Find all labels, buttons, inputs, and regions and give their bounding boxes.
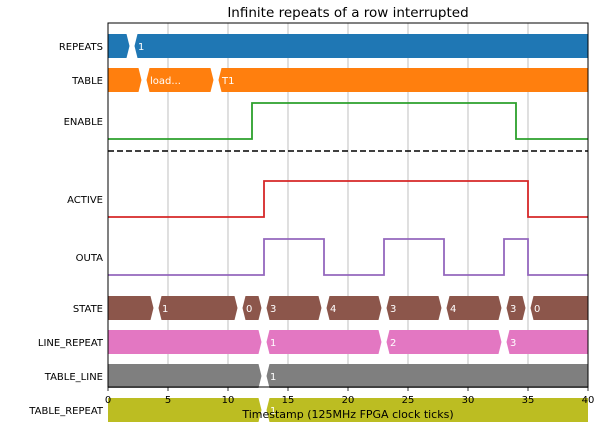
- signal-name-label: REPEATS: [59, 42, 103, 53]
- bus-segment: [146, 68, 214, 92]
- bus-segment: [506, 330, 588, 354]
- x-tick-label: 40: [582, 395, 595, 406]
- bus-segment: [108, 34, 130, 58]
- x-tick-label: 30: [462, 395, 475, 406]
- bus-segment: [108, 68, 142, 92]
- bus-value-label: 3: [510, 304, 516, 315]
- bus-value-label: 2: [390, 338, 396, 349]
- bit-trace: [108, 102, 588, 140]
- signal-name-label: ACTIVE: [67, 195, 103, 206]
- bus-segment: [108, 398, 262, 422]
- signal-name-label: OUTA: [76, 253, 104, 264]
- bus-value-label: 1: [270, 372, 276, 383]
- bus-value-label: 1: [138, 42, 144, 53]
- bus-segment: [446, 296, 502, 320]
- bus-segment: [108, 330, 262, 354]
- bit-trace: [108, 238, 588, 276]
- x-axis-ticks: 0 5 10 15 20 25 30 35 40: [105, 387, 595, 406]
- bus-segment: [242, 296, 262, 320]
- bus-value-label: 1: [162, 304, 168, 315]
- x-tick-label: 20: [342, 395, 355, 406]
- bus-value-label: 4: [450, 304, 456, 315]
- bus-value-label: 0: [246, 304, 252, 315]
- bus-segment: [218, 68, 588, 92]
- bus-value-label: load...: [150, 76, 181, 87]
- x-tick-label: 0: [105, 395, 111, 406]
- bus-segment: [386, 296, 442, 320]
- chart-title: Infinite repeats of a row interrupted: [227, 5, 468, 21]
- bus-value-label: 0: [534, 304, 540, 315]
- bus-segment: [158, 296, 238, 320]
- x-tick-label: 15: [282, 395, 295, 406]
- x-tick-label: 10: [222, 395, 235, 406]
- bus-segment: [108, 296, 154, 320]
- signal-name-label: ENABLE: [64, 117, 103, 128]
- signal-labels: REPEATS TABLE ENABLE ACTIVE OUTA STATE LINE_RE…: [28, 42, 104, 417]
- bus-segment: [266, 330, 382, 354]
- x-axis-label: Timestamp (125MHz FPGA clock ticks): [241, 408, 453, 421]
- bus-value-label: 4: [330, 304, 336, 315]
- bus-segment: [386, 330, 502, 354]
- bus-value-label: 3: [270, 304, 276, 315]
- signal-name-label: STATE: [73, 304, 103, 315]
- x-tick-label: 35: [522, 395, 535, 406]
- bus-value-label: 3: [510, 338, 516, 349]
- bus-value-label: 1: [270, 338, 276, 349]
- signal-name-label: TABLE_LINE: [44, 372, 103, 383]
- bit-trace: [108, 180, 588, 218]
- signal-name-label: TABLE_REPEAT: [28, 406, 104, 417]
- bus-segment: [266, 296, 322, 320]
- bus-value-label: 3: [390, 304, 396, 315]
- bus-segment: [266, 364, 588, 388]
- bus-value-label: T1: [221, 76, 234, 87]
- bus-segment: [530, 296, 588, 320]
- bus-segment: [326, 296, 382, 320]
- bus-segment: [266, 398, 588, 422]
- bus-value-label: 1: [270, 406, 276, 417]
- signal-name-label: TABLE: [71, 76, 103, 87]
- signal-name-label: LINE_REPEAT: [38, 338, 104, 349]
- x-tick-label: 5: [165, 395, 171, 406]
- x-tick-label: 25: [402, 395, 415, 406]
- bus-segment: [134, 34, 588, 58]
- bus-segment: [108, 364, 262, 388]
- bus-segment: [506, 296, 526, 320]
